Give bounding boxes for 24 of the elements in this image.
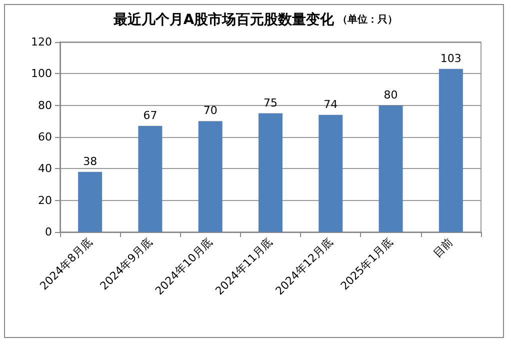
chart-title: 最近几个月A股市场百元股数量变化 [112, 11, 336, 28]
data-label: 67 [143, 108, 158, 122]
bar [198, 121, 222, 232]
data-label: 103 [440, 52, 462, 65]
bar [318, 114, 343, 232]
data-label: 75 [264, 96, 278, 110]
y-tick-label: 20 [38, 194, 52, 207]
chart-subtitle: （单位：只） [334, 14, 398, 26]
y-tick-label: 60 [38, 130, 52, 144]
y-tick-label: 120 [31, 36, 52, 48]
bar [258, 113, 282, 232]
y-tick-label: 80 [38, 98, 52, 112]
bar [138, 126, 162, 232]
bar [78, 172, 102, 232]
data-label: 38 [83, 154, 98, 168]
data-label: 70 [203, 104, 218, 118]
data-label: 80 [384, 88, 398, 102]
bar [378, 105, 403, 232]
data-label: 74 [324, 98, 338, 111]
y-tick-label: 40 [38, 162, 52, 176]
y-tick-label: 100 [31, 67, 52, 80]
bar [438, 68, 463, 232]
y-tick-label: 0 [45, 226, 52, 238]
x-tick-label: 目前 [430, 235, 456, 260]
